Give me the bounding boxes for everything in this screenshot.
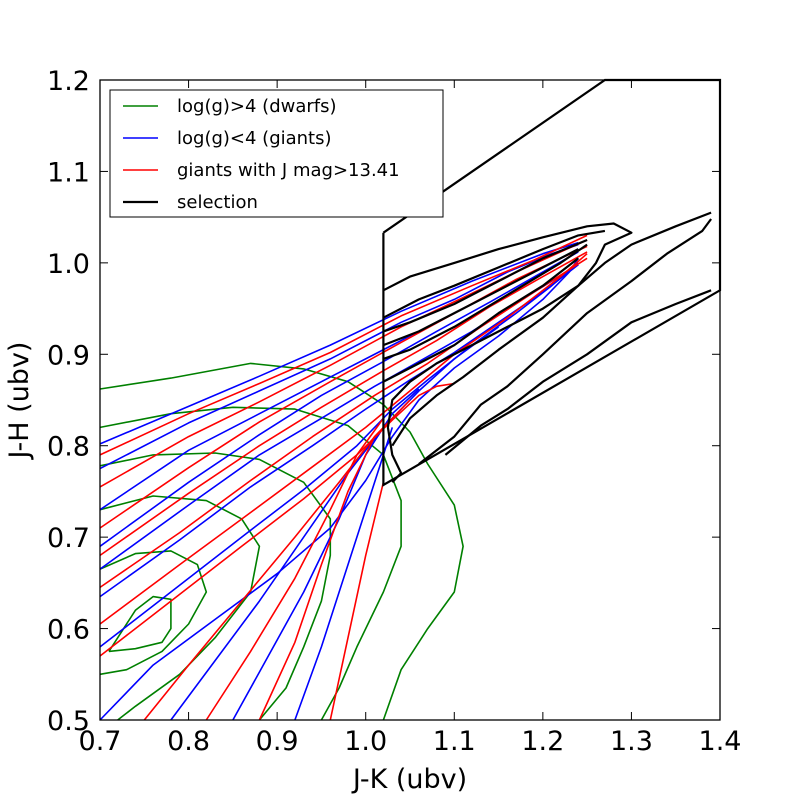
contour-line <box>99 234 588 456</box>
x-tick-label: 1.2 <box>521 726 564 757</box>
contour-line <box>444 289 712 456</box>
contour-line <box>99 243 579 470</box>
y-tick-label: 0.7 <box>47 523 90 554</box>
contour-line <box>205 417 385 721</box>
contour-line <box>391 211 712 447</box>
contour-line <box>383 243 588 360</box>
contour-line <box>383 238 588 333</box>
contour-line <box>108 595 172 653</box>
contour-line <box>99 550 208 676</box>
x-tick-label: 1.0 <box>344 726 387 757</box>
contour-line <box>383 248 579 347</box>
legend-label: log(g)>4 (dwarfs) <box>177 96 337 117</box>
y-tick-label: 0.5 <box>47 706 90 737</box>
contour-line <box>99 362 464 721</box>
y-tick-label: 0.6 <box>47 615 90 646</box>
x-tick-label: 1.4 <box>699 726 742 757</box>
legend-label: selection <box>177 192 258 213</box>
x-tick-label: 0.9 <box>256 726 299 757</box>
contour-line <box>99 253 588 625</box>
legend: log(g)>4 (dwarfs) log(g)<4 (giants) giants… <box>109 89 444 218</box>
contour-line <box>329 482 385 721</box>
x-tick-label: 1.1 <box>433 726 476 757</box>
contour-line <box>382 257 579 383</box>
y-axis-label: J-H (ubv) <box>4 342 35 461</box>
legend-box <box>109 89 444 218</box>
x-axis-ticks: 0.7 0.8 0.9 1.0 1.1 1.2 1.3 1.4 <box>79 80 742 757</box>
y-axis-ticks: 0.5 0.6 0.7 0.8 0.9 1.0 1.1 1.2 <box>47 66 720 737</box>
contour-line <box>258 436 376 721</box>
x-tick-label: 1.3 <box>610 726 653 757</box>
y-tick-label: 1.2 <box>47 66 90 97</box>
x-tick-label: 0.7 <box>79 726 122 757</box>
y-tick-label: 0.9 <box>47 340 90 371</box>
contour-line <box>418 218 712 465</box>
x-axis-label: J-K (ubv) <box>351 764 467 795</box>
x-tick-label: 0.8 <box>167 726 210 757</box>
series-2 <box>99 234 588 721</box>
contour-line <box>382 229 606 319</box>
legend-label: log(g)<4 (giants) <box>177 128 332 149</box>
y-tick-label: 1.0 <box>47 249 90 280</box>
contour-line <box>99 452 332 721</box>
contour-line <box>99 257 579 721</box>
legend-label: giants with J mag>13.41 <box>177 160 400 181</box>
series-3 <box>382 211 712 484</box>
contour-line <box>99 257 588 589</box>
contour-line <box>99 241 579 445</box>
contour-line <box>232 388 420 721</box>
y-tick-label: 1.1 <box>47 157 90 188</box>
y-tick-label: 0.8 <box>47 432 90 463</box>
contour-line <box>99 239 588 488</box>
plot-frame <box>99 79 721 721</box>
contour-line <box>99 262 579 648</box>
contour-line <box>294 427 394 721</box>
contour-line <box>99 495 261 721</box>
